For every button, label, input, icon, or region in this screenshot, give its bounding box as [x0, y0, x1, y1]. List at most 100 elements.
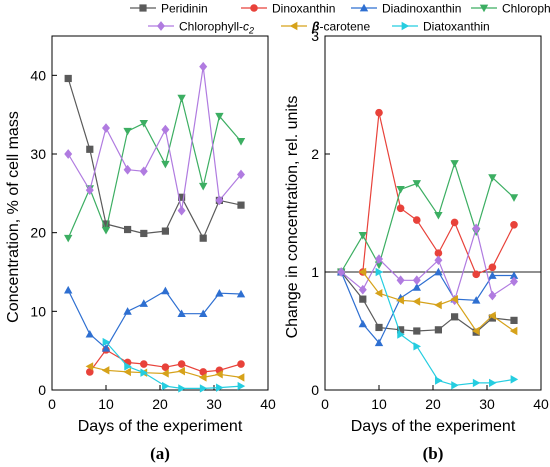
legend-entry-diatoxanthin: Diatoxanthin	[392, 19, 490, 33]
legend: Peridinin Dinoxanthin Diadinoxanthin Chloro…	[130, 1, 550, 35]
y-tick-label: 10	[30, 303, 46, 319]
data-point	[162, 381, 170, 391]
data-point	[509, 271, 519, 279]
data-point	[161, 369, 169, 378]
data-point	[413, 327, 421, 335]
series-line	[340, 227, 515, 301]
data-point	[123, 367, 131, 377]
data-point	[375, 267, 384, 277]
data-point	[177, 309, 186, 318]
legend-label-prefix: β	[311, 19, 320, 33]
data-point	[489, 378, 497, 388]
data-point	[358, 284, 367, 295]
series-line	[67, 97, 242, 239]
data-point	[509, 194, 519, 202]
legend-marker	[250, 4, 258, 12]
data-point	[374, 338, 384, 347]
data-point	[161, 363, 170, 371]
data-point	[451, 313, 459, 321]
data-point	[237, 201, 245, 209]
data-point	[85, 362, 94, 371]
y-tick-label: 20	[30, 225, 46, 241]
data-point	[236, 373, 245, 382]
x-axis-label: Days of the experiment	[78, 418, 243, 435]
data-point	[177, 360, 186, 368]
x-tick-label: 0	[321, 396, 329, 412]
legend-label-subscript: 2	[248, 25, 254, 35]
y-tick-label: 2	[311, 146, 319, 162]
data-point	[396, 204, 405, 213]
panel-a: 0 10 20 30 40 0 10 20 30 40 Days of the experiment…	[5, 35, 276, 463]
data-point	[472, 326, 480, 336]
data-point	[140, 360, 148, 368]
data-point	[102, 220, 110, 228]
data-point	[123, 164, 132, 175]
series-line	[67, 289, 242, 349]
data-point	[413, 342, 421, 351]
x-tick-label: 10	[371, 396, 387, 412]
legend-entry-chlorophyll-c: Chlorophyll-c2	[148, 19, 254, 35]
data-point	[472, 378, 481, 388]
legend-marker	[359, 3, 369, 12]
data-point	[358, 267, 367, 277]
data-point	[236, 138, 246, 146]
data-point	[413, 216, 421, 224]
data-point	[177, 205, 186, 216]
x-tick-label: 30	[479, 396, 495, 412]
y-tick-label: 3	[311, 28, 319, 44]
x-axis-label: Days of the experiment	[351, 418, 516, 435]
data-point	[101, 344, 111, 352]
data-point	[358, 232, 367, 240]
data-point	[434, 300, 442, 310]
legend-label: Dinoxanthin	[272, 1, 335, 15]
data-point	[139, 166, 148, 177]
data-point	[450, 160, 459, 168]
x-tick-label: 10	[98, 396, 114, 412]
series-line	[67, 78, 242, 239]
legend-label-name: Chlorophyll-	[179, 19, 243, 33]
data-point	[237, 360, 245, 368]
data-point	[85, 329, 94, 338]
data-point	[359, 295, 367, 303]
x-tick-label: 40	[260, 396, 276, 412]
data-point	[178, 384, 186, 393]
series-chlorophyll-a	[64, 94, 246, 243]
data-point	[124, 362, 132, 371]
data-point	[510, 375, 519, 384]
legend-entry-carotene: β-carotene	[281, 19, 370, 33]
data-point	[139, 119, 148, 128]
y-tick-label: 0	[311, 382, 319, 398]
data-point	[412, 180, 421, 188]
data-point	[375, 323, 383, 332]
data-point	[434, 249, 443, 257]
legend-label-suffix: c	[243, 19, 249, 33]
data-point	[450, 294, 458, 304]
legend-label-name: Diatoxanthin	[423, 19, 490, 33]
data-point	[215, 112, 224, 121]
data-point	[215, 289, 224, 297]
series-line	[340, 162, 515, 273]
x-tick-label: 0	[48, 396, 56, 412]
x-tick-label: 20	[425, 396, 441, 412]
data-point	[510, 221, 518, 229]
data-point	[161, 286, 170, 295]
legend-marker	[139, 4, 147, 12]
x-tick-label: 30	[206, 396, 222, 412]
legend-label: Chlorophyll-a	[502, 1, 550, 15]
data-point	[412, 275, 421, 286]
data-point	[397, 330, 405, 339]
data-point	[510, 276, 518, 287]
legend-entry-dinoxanthin: Dinoxanthin	[241, 1, 335, 15]
series-peridinin	[64, 74, 245, 242]
data-point	[215, 370, 223, 379]
series-chlorophyll-c2	[64, 61, 245, 216]
data-point	[434, 267, 443, 276]
data-point	[434, 255, 443, 266]
data-point	[123, 127, 132, 136]
panel-label: (a)	[150, 444, 170, 463]
y-tick-label: 40	[30, 67, 46, 83]
series-carotene	[85, 362, 245, 382]
data-point	[140, 368, 148, 377]
y-tick-label: 30	[30, 146, 46, 162]
